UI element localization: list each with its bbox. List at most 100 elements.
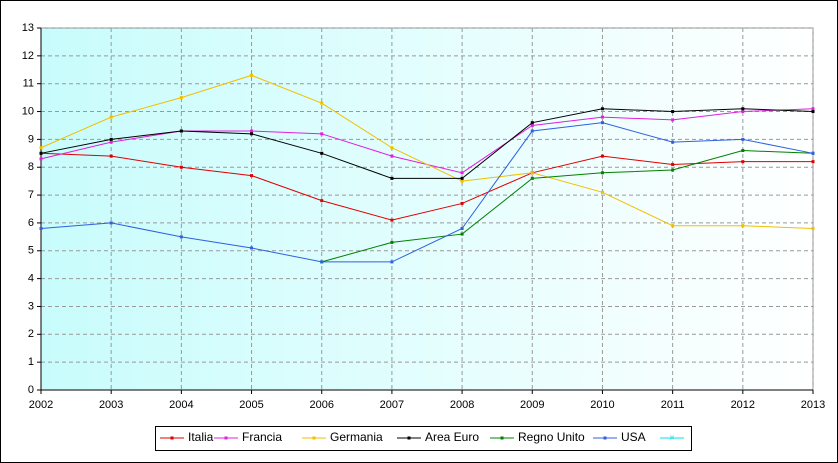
x-tick-label: 2009 [520,399,544,411]
y-tick-label: 5 [28,245,34,257]
point [390,176,394,180]
point [320,151,324,155]
legend-marker: × [669,432,674,442]
point [179,129,183,133]
point [811,151,815,155]
y-tick-label: 2 [28,328,34,340]
y-tick-label: 13 [22,22,34,34]
point [460,232,464,236]
point [320,260,324,264]
x-tick-label: 2013 [801,399,825,411]
point [460,171,464,175]
point [530,123,534,127]
point [109,154,113,158]
y-tick-label: 8 [28,161,34,173]
point [460,179,464,183]
legend-label: Italia [188,430,214,444]
legend-label: Germania [330,430,383,444]
point [811,226,815,230]
x-tick-label: 2003 [99,399,123,411]
point [741,224,745,228]
series-line [40,152,813,221]
legend-marker [603,436,607,440]
point [671,118,675,122]
point [390,218,394,222]
y-tick-label: 7 [28,189,34,201]
point [250,129,254,133]
series-line [40,74,814,229]
point [460,201,464,205]
legend-label: USA [621,430,646,444]
point [390,260,394,264]
y-tick-label: 1 [28,356,34,368]
series-line [321,150,814,263]
legend-marker [312,436,316,440]
point [671,110,675,114]
point [179,235,183,239]
point [109,140,113,144]
point [741,110,745,114]
point [460,226,464,230]
point [39,146,43,150]
y-tick-label: 6 [28,217,34,229]
legend-label: Francia [242,430,282,444]
plot-area [40,27,814,391]
point [600,107,604,111]
point [320,199,324,203]
legend-label: Regno Unito [518,430,585,444]
y-tick-label: 11 [23,78,34,90]
point [390,146,394,150]
point [600,190,604,194]
point [741,149,745,153]
x-tick-label: 2007 [380,399,404,411]
x-tick-label: 2012 [731,399,755,411]
legend: × Italia Francia Germania Area Euro Regno Un… [155,426,692,451]
point [671,224,675,228]
point [460,176,464,180]
legend-marker [500,436,504,440]
x-tick-label: 2010 [590,399,614,411]
y-tick-label: 12 [22,50,34,62]
point [179,96,183,100]
point [109,221,113,225]
x-tick-label: 2004 [169,399,193,411]
point [530,121,534,125]
x-tick-label: 2005 [239,399,263,411]
point [811,160,815,164]
point [741,107,745,111]
point [250,73,254,77]
point [600,154,604,158]
point [600,171,604,175]
legend-label: Area Euro [425,430,479,444]
legend-marker [407,436,411,440]
legend-marker [170,436,174,440]
y-tick-label: 4 [28,273,34,285]
point [250,174,254,178]
point [320,132,324,136]
point [109,137,113,141]
y-tick-label: 9 [28,133,34,145]
point [39,157,43,161]
y-tick-label: 10 [22,105,34,117]
point [671,168,675,172]
y-tick-label: 0 [28,384,34,396]
point [390,154,394,158]
point [250,132,254,136]
point [671,162,675,166]
point [530,171,534,175]
point [600,121,604,125]
point [390,240,394,244]
point [741,137,745,141]
point [39,151,43,155]
point [600,115,604,119]
point [320,101,324,105]
point [530,176,534,180]
point [109,115,113,119]
point [811,107,815,111]
x-tick-label: 2008 [450,399,474,411]
x-tick-label: 2006 [309,399,333,411]
point [671,140,675,144]
y-tick-label: 3 [28,300,34,312]
legend-marker [224,436,228,440]
